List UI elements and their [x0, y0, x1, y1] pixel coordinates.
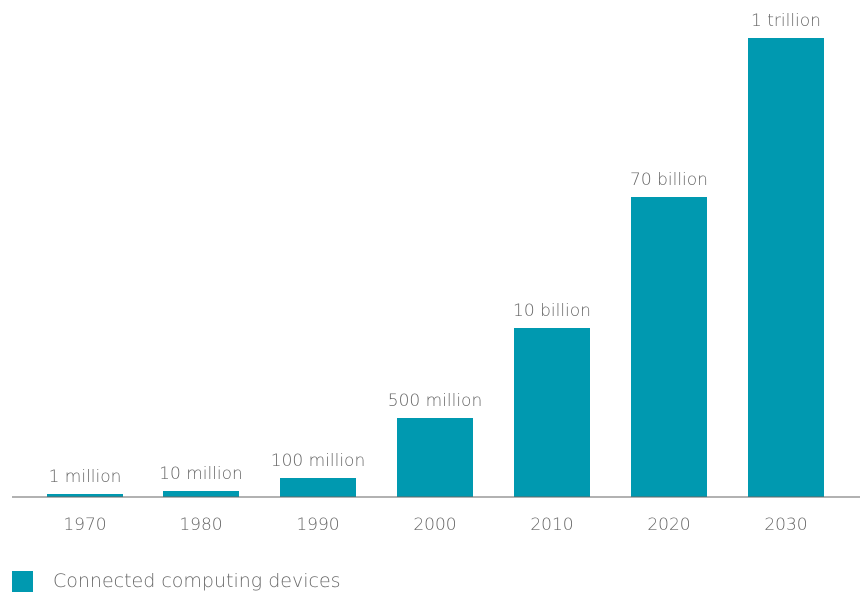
- bar-2030: [748, 38, 824, 497]
- data-labels-layer: 1 million 10 million 100 million 500 millio…: [49, 11, 821, 487]
- bar-1990: [280, 478, 356, 497]
- bar-1970: [47, 494, 123, 497]
- bar-2020: [631, 197, 707, 497]
- x-tick-label-2030: 2030: [764, 515, 807, 535]
- x-tick-label-1980: 1980: [179, 515, 222, 535]
- legend-label: Connected computing devices: [53, 570, 341, 592]
- legend-swatch: [12, 570, 33, 592]
- x-tick-labels-layer: 1970 1980 1990 2000 2010 2020 2030: [63, 515, 807, 535]
- x-tick-label-2000: 2000: [413, 515, 456, 535]
- x-tick-label-1970: 1970: [63, 515, 106, 535]
- data-label-2020: 70 billion: [630, 170, 708, 190]
- data-label-1980: 10 million: [159, 464, 243, 484]
- data-label-2000: 500 million: [388, 391, 482, 411]
- legend: Connected computing devices: [12, 570, 341, 592]
- data-label-2010: 10 billion: [513, 301, 591, 321]
- data-label-2030: 1 trillion: [751, 11, 821, 31]
- x-tick-label-2010: 2010: [530, 515, 573, 535]
- x-tick-label-2020: 2020: [647, 515, 690, 535]
- bar-2010: [514, 328, 590, 497]
- data-label-1990: 100 million: [271, 451, 365, 471]
- data-label-1970: 1 million: [49, 467, 122, 487]
- bars-layer: [47, 38, 824, 497]
- bar-2000: [397, 418, 473, 497]
- bar-1980: [163, 491, 239, 497]
- x-tick-label-1990: 1990: [296, 515, 339, 535]
